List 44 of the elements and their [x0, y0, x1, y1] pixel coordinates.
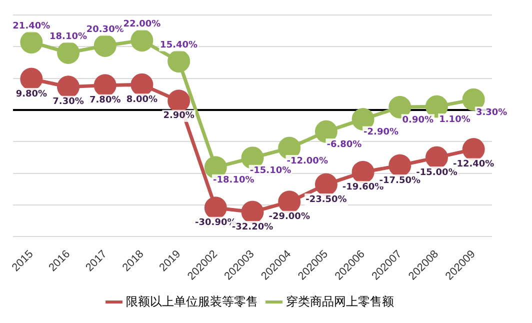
- data-label: -12.40%: [452, 160, 494, 170]
- point: [130, 73, 154, 96]
- point: [425, 146, 448, 169]
- point: [57, 76, 80, 98]
- point: [168, 90, 190, 112]
- data-label: 20.30%: [86, 25, 124, 36]
- data-label: -18.10%: [213, 176, 254, 186]
- data-label: 15.40%: [160, 40, 198, 51]
- point: [388, 154, 412, 177]
- point: [20, 30, 43, 54]
- data-label: -19.60%: [342, 182, 384, 192]
- data-label: 7.30%: [52, 97, 84, 108]
- point: [204, 196, 227, 220]
- data-label: -29.00%: [268, 212, 310, 222]
- data-label: 2.90%: [163, 111, 194, 122]
- data-label: 0.90%: [402, 116, 434, 126]
- data-label: -2.90%: [364, 128, 399, 138]
- point: [94, 34, 116, 57]
- point: [278, 190, 301, 214]
- data-label: 9.80%: [16, 89, 48, 100]
- data-label: 22.00%: [123, 20, 161, 30]
- point: [57, 41, 80, 64]
- data-label: -17.50%: [379, 176, 420, 186]
- point: [94, 74, 116, 97]
- point: [20, 68, 43, 90]
- data-label: 3.30%: [476, 108, 508, 118]
- point: [462, 138, 485, 161]
- point: [241, 200, 264, 224]
- legend-label: 穿类商品网上零售额: [286, 294, 394, 308]
- data-label: 1.10%: [439, 114, 470, 125]
- point: [130, 29, 154, 52]
- data-label: -6.80%: [326, 140, 362, 150]
- point: [168, 50, 190, 72]
- point: [352, 160, 374, 184]
- legend-label: 限额以上单位服装等零售: [126, 294, 258, 308]
- data-label: -15.10%: [250, 166, 292, 176]
- data-label: 8.00%: [126, 95, 158, 106]
- point: [314, 173, 338, 196]
- data-label: 18.10%: [50, 32, 88, 42]
- data-label: 21.40%: [12, 22, 50, 32]
- data-label: -15.00%: [416, 168, 458, 178]
- data-label: -12.00%: [286, 156, 328, 166]
- data-label: -23.50%: [306, 194, 347, 205]
- data-label: 7.80%: [90, 96, 121, 106]
